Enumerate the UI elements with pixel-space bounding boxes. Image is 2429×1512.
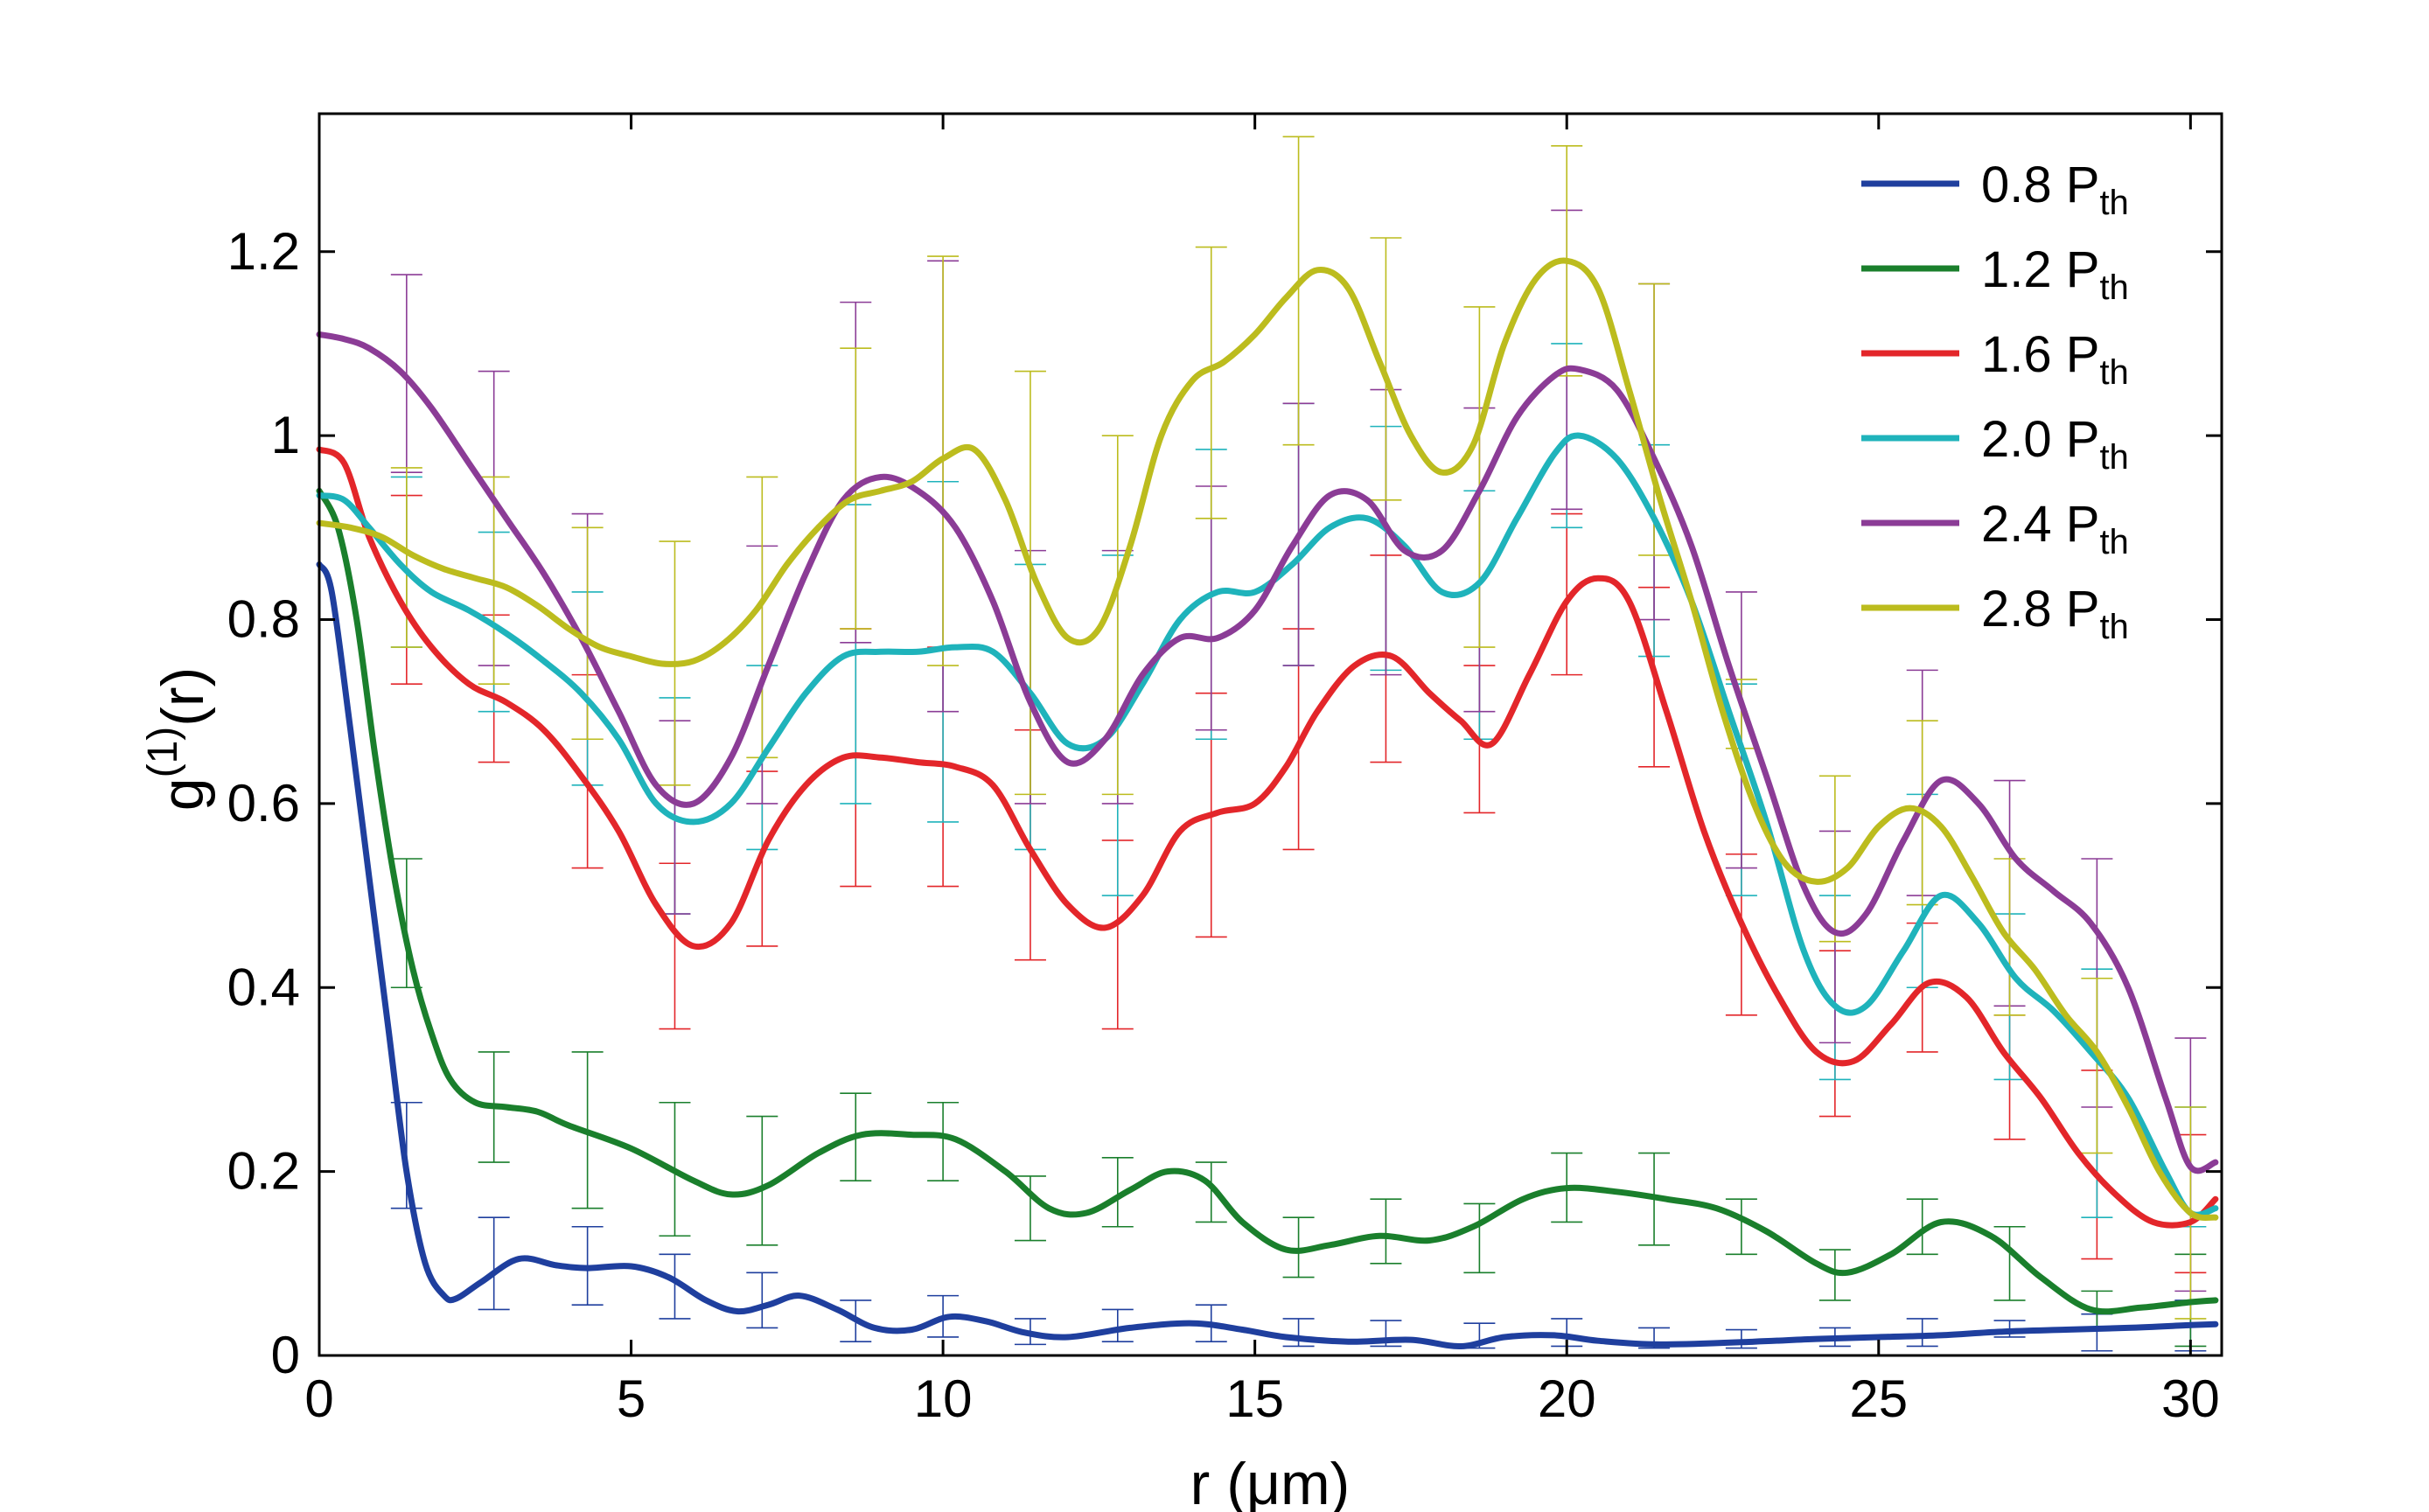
x-tick-label: 15	[1225, 1369, 1284, 1428]
error-bar	[1818, 775, 1851, 943]
error-bar	[1195, 246, 1227, 519]
y-tick-label: 1	[271, 406, 300, 464]
error-bar	[1101, 1308, 1134, 1343]
error-bar	[1014, 1175, 1046, 1242]
x-tick-label: 30	[2161, 1369, 2220, 1428]
x-tick-label: 20	[1538, 1369, 1596, 1428]
series-lines	[316, 257, 2219, 1350]
series-line-3	[316, 432, 2219, 1218]
error-bar	[2081, 977, 2113, 1154]
series-line-1	[316, 487, 2219, 1315]
error-bar	[1195, 1161, 1227, 1223]
error-bar	[1101, 1157, 1134, 1228]
error-bar	[1101, 435, 1134, 796]
x-axis-label: r (μm)	[1190, 1451, 1351, 1512]
legend-item: 1.6 Pth	[1861, 326, 2129, 392]
error-bar	[1282, 1216, 1315, 1279]
x-tick-label: 25	[1849, 1369, 1908, 1428]
legend-item: 2.4 Pth	[1861, 496, 2129, 561]
axis-ticks	[318, 114, 2222, 1357]
legend-label: 0.8 Pth	[1981, 157, 2129, 222]
error-bar	[1282, 136, 1315, 446]
y-axis-label-main: g	[150, 777, 216, 811]
plot-frame	[318, 112, 2223, 1357]
error-bar	[1370, 237, 1402, 501]
legend-label: 2.0 Pth	[1981, 411, 2129, 477]
y-tick-label: 1.2	[227, 222, 300, 281]
y-tick-label: 0.4	[227, 958, 300, 1016]
error-bar	[1463, 1202, 1496, 1274]
y-axis-label-sup: (1)	[140, 727, 186, 778]
x-tick-label: 5	[617, 1369, 646, 1428]
legend-item: 2.0 Pth	[1861, 411, 2129, 477]
y-tick-label: 0.2	[227, 1142, 300, 1201]
legend-label: 2.4 Pth	[1981, 496, 2129, 561]
error-bar	[1014, 370, 1046, 796]
error-bar	[1463, 306, 1496, 648]
error-bar	[746, 1272, 778, 1329]
error-bar	[1906, 1318, 1938, 1348]
error-bar	[478, 1216, 510, 1311]
legend-label: 2.8 Pth	[1981, 581, 2129, 646]
error-bar	[659, 1253, 691, 1320]
y-axis-label: g(1)(r)	[140, 667, 216, 811]
error-bar	[1370, 1198, 1402, 1265]
error-bar	[1638, 282, 1671, 556]
y-tick-label: 0.6	[227, 774, 300, 833]
error-bar	[1906, 1198, 1938, 1256]
legend-item: 1.2 Pth	[1861, 241, 2129, 307]
y-axis-label-tail: (r)	[150, 667, 216, 727]
tick-labels: 0 5 10 15 20 25 30 0 0.2 0.4 0.6 0.8 1 1.2	[227, 222, 2220, 1428]
y-tick-label: 0.8	[227, 590, 300, 649]
series-line-5	[316, 257, 2219, 1222]
error-bar	[1993, 1225, 2026, 1301]
legend-label: 1.6 Pth	[1981, 326, 2129, 392]
series-line-0	[316, 561, 2219, 1350]
legend-item: 0.8 Pth	[1861, 157, 2129, 222]
error-bar	[746, 1115, 778, 1246]
svg-text:g(1)(r): g(1)(r)	[140, 667, 216, 811]
error-bar	[927, 1101, 960, 1181]
error-bar	[1282, 1318, 1315, 1348]
x-tick-label: 0	[304, 1369, 333, 1428]
series-line-4	[316, 331, 2219, 1174]
error-bar	[1725, 1198, 1757, 1256]
y-tick-label: 0	[271, 1326, 300, 1384]
legend: 0.8 Pth 1.2 Pth 1.6 Pth 2.0 Pth 2.4 Pth 2.8 P…	[1861, 157, 2129, 646]
legend-label: 1.2 Pth	[1981, 241, 2129, 307]
x-tick-label: 10	[914, 1369, 973, 1428]
legend-item: 2.8 Pth	[1861, 581, 2129, 646]
series-line-2	[316, 446, 2219, 1229]
